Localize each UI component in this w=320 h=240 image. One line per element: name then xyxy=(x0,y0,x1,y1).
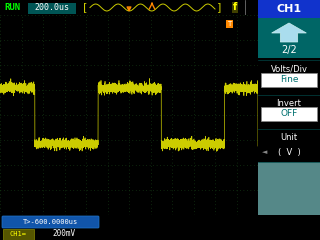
Text: CH1=: CH1= xyxy=(10,231,27,237)
Text: Volts/Div: Volts/Div xyxy=(270,65,308,73)
FancyBboxPatch shape xyxy=(3,228,34,240)
Bar xyxy=(258,0,320,18)
Bar xyxy=(261,107,317,121)
Bar xyxy=(258,18,320,58)
Bar xyxy=(258,162,320,215)
FancyBboxPatch shape xyxy=(28,2,76,13)
Text: ]: ] xyxy=(217,2,221,12)
Text: OFF: OFF xyxy=(280,109,298,119)
Text: RUN: RUN xyxy=(4,3,20,12)
Text: ◄: ◄ xyxy=(262,149,268,155)
Text: 2/2: 2/2 xyxy=(281,45,297,55)
Bar xyxy=(261,73,317,87)
Text: [: [ xyxy=(83,2,87,12)
Text: T: T xyxy=(228,21,232,27)
Text: CH1: CH1 xyxy=(276,4,301,14)
Text: Invert: Invert xyxy=(276,98,301,108)
Text: 200mV: 200mV xyxy=(52,229,75,239)
FancyBboxPatch shape xyxy=(2,216,99,228)
Text: Fine: Fine xyxy=(280,76,298,84)
Text: Unit: Unit xyxy=(280,132,298,142)
Text: 200.0us: 200.0us xyxy=(35,3,69,12)
Polygon shape xyxy=(272,23,306,42)
Text: (  V  ): ( V ) xyxy=(278,148,300,156)
Text: f: f xyxy=(233,2,237,12)
Text: T>-600.0000us: T>-600.0000us xyxy=(22,219,78,225)
